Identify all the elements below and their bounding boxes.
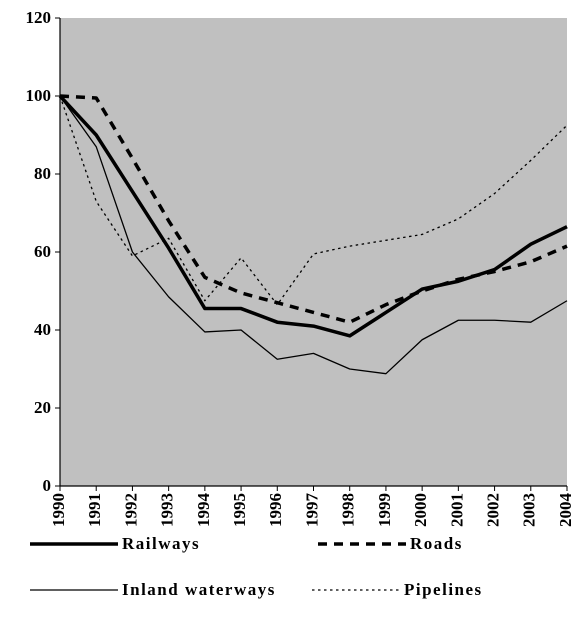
x-tick-label: 1998 (339, 493, 358, 527)
plot-area (60, 18, 567, 486)
series-line (58, 94, 568, 338)
series-line (59, 94, 568, 324)
x-tick-label: 1995 (230, 493, 249, 527)
legend-label: Railways (122, 534, 200, 553)
x-tick-label: 2003 (520, 493, 539, 527)
x-tick-label: 1991 (85, 493, 104, 527)
y-tick-label: 100 (26, 86, 52, 105)
y-tick-label: 60 (34, 242, 51, 261)
x-tick-label: 1999 (375, 493, 394, 527)
y-tick-label: 80 (34, 164, 51, 183)
x-tick-label: 1994 (194, 493, 213, 528)
x-tick-label: 2001 (447, 493, 466, 527)
y-tick-label: 120 (26, 8, 52, 27)
series-line (59, 95, 568, 375)
y-tick-label: 0 (43, 476, 52, 495)
x-tick-label: 1996 (266, 493, 285, 527)
x-tick-label: 1990 (49, 493, 68, 527)
x-tick-label: 1992 (121, 493, 140, 527)
legend-label: Inland waterways (122, 580, 276, 599)
x-tick-label: 2000 (411, 493, 430, 527)
x-tick-label: 2004 (556, 493, 574, 528)
x-tick-label: 1993 (158, 493, 177, 527)
x-tick-label: 2002 (483, 493, 502, 527)
x-tick-label: 1997 (302, 493, 321, 528)
legend-label: Roads (410, 534, 463, 553)
legend-label: Pipelines (404, 580, 483, 599)
y-tick-label: 20 (34, 398, 51, 417)
y-tick-label: 40 (34, 320, 51, 339)
